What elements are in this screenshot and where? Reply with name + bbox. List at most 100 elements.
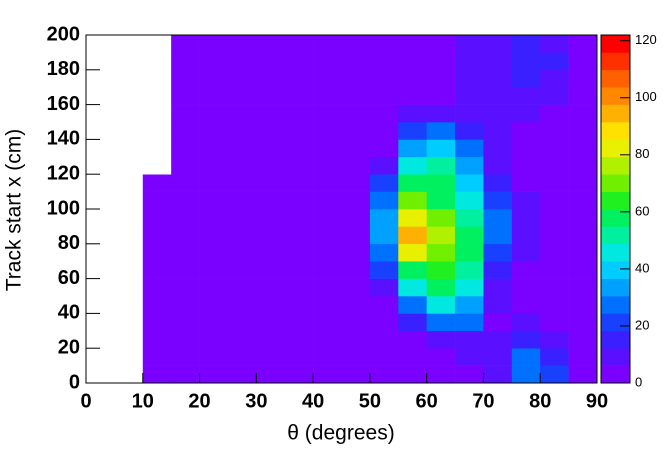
colorbar-swatch (601, 313, 630, 332)
heat-cell (86, 104, 115, 123)
heat-cell (199, 226, 229, 245)
heat-cell (171, 296, 200, 314)
heat-cell (227, 122, 257, 140)
heat-cell (369, 296, 399, 314)
heat-cell (256, 69, 286, 88)
heat-cell (426, 156, 456, 175)
heat-cell (256, 122, 286, 140)
heat-cell (86, 365, 115, 384)
heat-cell (369, 191, 399, 210)
heat-cell (114, 52, 144, 71)
heat-cell (256, 139, 286, 158)
heat-cell (171, 261, 200, 279)
colorbar-swatch (601, 261, 630, 279)
heat-cell (540, 226, 569, 245)
heat-cell (540, 330, 569, 349)
heat-cell (284, 139, 314, 158)
y-tick-label: 180 (47, 58, 80, 80)
heat-cell (284, 87, 314, 105)
heat-cell (227, 313, 257, 332)
heat-cell (369, 104, 399, 123)
heat-cell (227, 69, 257, 88)
heat-cell (341, 35, 371, 53)
heat-cell (568, 122, 598, 140)
heat-cell (341, 139, 371, 158)
heat-cell (398, 174, 427, 192)
heat-cell (313, 69, 342, 88)
heat-cell (142, 330, 172, 349)
heat-cell (341, 296, 371, 314)
heat-cell (284, 52, 314, 71)
heat-cell (483, 365, 513, 384)
heat-cell (540, 313, 569, 332)
colorbar-tick-label: 120 (635, 32, 657, 47)
cells (86, 35, 598, 384)
heat-cell (256, 104, 286, 123)
heat-cell (568, 209, 598, 227)
heat-cell (426, 226, 456, 245)
heat-cell (199, 365, 229, 384)
heat-cell (568, 261, 598, 279)
heat-cell (86, 174, 115, 192)
heat-cell (369, 52, 399, 71)
heat-cell (142, 365, 172, 384)
heat-cell (256, 174, 286, 192)
heat-cell (171, 330, 200, 349)
heat-cell (114, 209, 144, 227)
y-tick-label: 120 (47, 162, 80, 184)
heat-cell (341, 226, 371, 245)
heat-cell (199, 348, 229, 366)
heat-cell (398, 69, 427, 88)
heat-cell (568, 139, 598, 158)
heat-cell (284, 330, 314, 349)
y-tick-label: 80 (58, 232, 80, 254)
heat-cell (227, 156, 257, 175)
heat-cell (341, 52, 371, 71)
heat-cell (86, 139, 115, 158)
heat-cell (171, 104, 200, 123)
heat-cell (540, 87, 569, 105)
x-tick-label: 0 (80, 390, 91, 412)
heat-cell (398, 261, 427, 279)
heat-cell (455, 191, 484, 210)
heat-cell (114, 139, 144, 158)
heat-cell (426, 313, 456, 332)
heat-cell (398, 191, 427, 210)
heat-cell (313, 52, 342, 71)
heat-cell (455, 156, 484, 175)
heat-cell (341, 243, 371, 262)
heat-cell (86, 226, 115, 245)
heat-cell (313, 191, 342, 210)
heat-cell (483, 296, 513, 314)
heat-cell (284, 209, 314, 227)
heat-cell (142, 35, 172, 53)
heat-cell (199, 209, 229, 227)
heat-cell (227, 278, 257, 297)
heat-cell (511, 243, 541, 262)
heat-cell (114, 156, 144, 175)
heat-cell (313, 330, 342, 349)
y-tick-label: 140 (47, 128, 80, 150)
heat-cell (227, 226, 257, 245)
heat-cell (284, 69, 314, 88)
heat-cell (171, 52, 200, 71)
heat-cell (171, 87, 200, 105)
y-tick-label: 60 (58, 267, 80, 289)
heat-cell (369, 139, 399, 158)
heat-cell (86, 278, 115, 297)
heat-cell (511, 296, 541, 314)
colorbar-swatch (601, 52, 630, 71)
heat-cell (142, 313, 172, 332)
heat-cell (313, 35, 342, 53)
y-tick-label: 160 (47, 93, 80, 115)
heat-cell (540, 156, 569, 175)
heat-cell (483, 139, 513, 158)
heat-cell (369, 174, 399, 192)
colorbar-swatch (601, 226, 630, 245)
heat-cell (511, 122, 541, 140)
heat-cell (540, 52, 569, 71)
heat-cell (511, 174, 541, 192)
x-tick-label: 20 (188, 390, 210, 412)
heat-cell (341, 278, 371, 297)
heat-cell (284, 226, 314, 245)
